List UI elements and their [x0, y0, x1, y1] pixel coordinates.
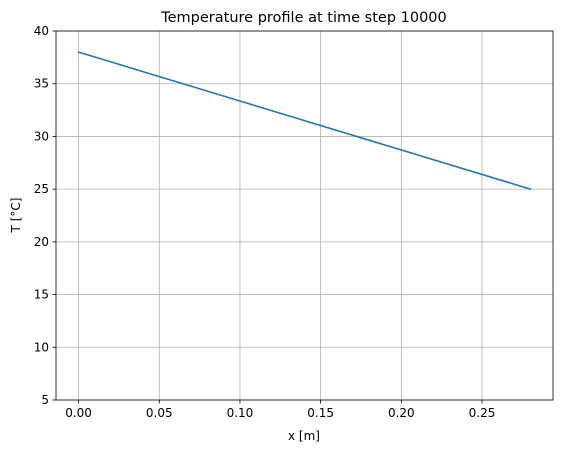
y-tick-label: 25 [34, 182, 49, 196]
grid [56, 30, 553, 401]
temperature-line [77, 51, 532, 191]
y-axis: 5 10 15 20 25 30 35 40 [34, 24, 56, 407]
x-tick-label: 0.25 [469, 406, 496, 420]
y-tick-label: 30 [34, 129, 49, 143]
chart-title: Temperature profile at time step 10000 [160, 10, 447, 26]
x-tick-label: 0.00 [65, 406, 92, 420]
y-tick-label: 15 [34, 288, 49, 302]
y-tick-label: 35 [34, 77, 49, 91]
y-tick-label: 40 [34, 24, 49, 38]
x-tick-label: 0.20 [388, 406, 415, 420]
y-axis-label: T [°C] [9, 198, 23, 234]
y-tick-label: 20 [34, 235, 49, 249]
y-tick-label: 10 [34, 340, 49, 354]
x-axis-label: x [m] [288, 429, 320, 443]
x-tick-label: 0.10 [227, 406, 254, 420]
x-tick-label: 0.05 [146, 406, 173, 420]
y-tick-label: 5 [41, 393, 49, 407]
plot-series [77, 51, 532, 191]
x-tick-label: 0.15 [307, 406, 334, 420]
plot-frame [55, 30, 554, 401]
x-axis: 0.00 0.05 0.10 0.15 0.20 0.25 [65, 400, 495, 420]
